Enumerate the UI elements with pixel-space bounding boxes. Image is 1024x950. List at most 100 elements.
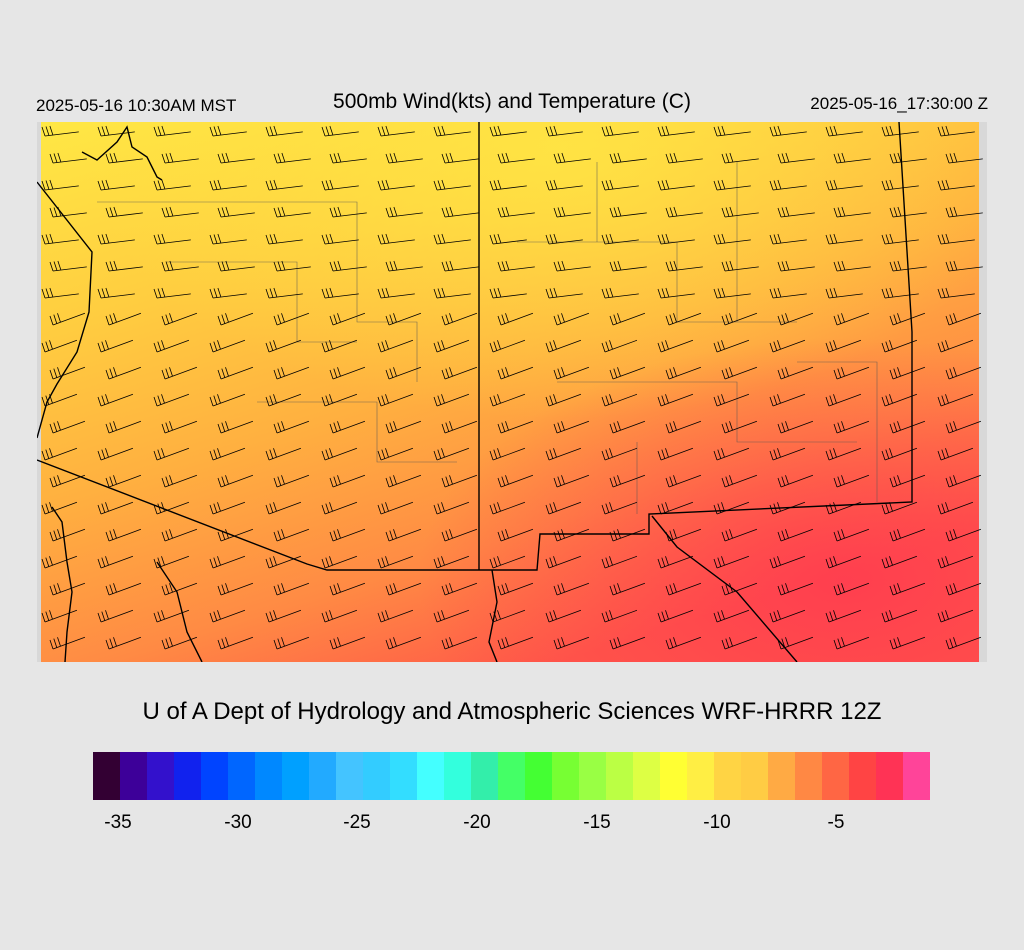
wind-barb — [945, 152, 983, 164]
wind-barb — [217, 312, 254, 326]
wind-barb — [329, 206, 367, 218]
colorbar-swatch — [417, 752, 444, 800]
wind-barb — [545, 233, 583, 245]
southern-california-border — [156, 561, 203, 662]
wind-barb — [945, 528, 982, 542]
wind-barb — [153, 555, 190, 569]
colorbar-label: -15 — [583, 812, 611, 833]
wind-barb — [545, 125, 583, 137]
wind-barb — [609, 474, 646, 488]
wind-barb — [825, 555, 862, 569]
colorbar-swatch — [822, 752, 849, 800]
mexico-border — [651, 515, 798, 662]
wind-barb — [161, 582, 198, 596]
wind-barb — [161, 420, 198, 434]
wind-barb — [497, 152, 535, 164]
county-lines — [97, 162, 878, 514]
wind-barb — [273, 260, 311, 272]
wind-barb — [153, 179, 191, 191]
wind-barb — [265, 501, 302, 515]
wind-barb — [321, 179, 359, 191]
wind-barb — [49, 582, 86, 596]
wind-barb — [545, 287, 583, 299]
wind-barb — [553, 582, 590, 596]
wind-barb — [601, 233, 639, 245]
wind-barb — [777, 152, 815, 164]
wind-barb — [609, 260, 647, 272]
wind-barb — [665, 420, 702, 434]
wind-barb — [881, 447, 918, 461]
colorbar-label: -5 — [827, 812, 845, 833]
colorbar-swatch — [255, 752, 282, 800]
wind-barb — [777, 582, 814, 596]
wind-barb — [497, 366, 534, 380]
colorbar-swatch — [390, 752, 417, 800]
wind-barb — [209, 501, 246, 515]
wind-barb — [489, 609, 526, 623]
wind-barb — [553, 420, 590, 434]
wind-barb — [377, 233, 415, 245]
utc-time-label: 2025-05-16_17:30:00 Z — [810, 94, 988, 113]
wind-barb — [657, 339, 694, 353]
wind-barb — [609, 206, 647, 218]
wind-barb — [601, 555, 638, 569]
wind-barb — [721, 366, 758, 380]
wind-barb — [161, 152, 199, 164]
wind-barb — [329, 152, 367, 164]
wind-barb — [713, 393, 750, 407]
wind-barb — [609, 312, 646, 326]
wind-barb — [545, 555, 582, 569]
wind-barb — [441, 420, 478, 434]
wind-barb — [41, 555, 78, 569]
wind-barb — [889, 528, 926, 542]
wind-barb — [161, 636, 198, 650]
colorbar-label: -10 — [703, 812, 731, 833]
wind-barb — [945, 474, 982, 488]
wind-barb — [153, 609, 190, 623]
wind-barb — [601, 287, 639, 299]
wind-barb — [433, 233, 471, 245]
wind-barb — [49, 528, 86, 542]
wind-barb — [161, 474, 198, 488]
colorbar-swatch — [228, 752, 255, 800]
wind-barb — [217, 474, 254, 488]
wind-barb — [377, 501, 414, 515]
colorbar-swatch — [768, 752, 795, 800]
state-borders — [37, 122, 913, 662]
wind-barb — [489, 555, 526, 569]
wind-barb — [713, 555, 750, 569]
wind-barb — [321, 555, 358, 569]
wind-barb — [441, 206, 479, 218]
wind-barb — [97, 179, 135, 191]
wind-barb — [97, 609, 134, 623]
northern-river — [81, 125, 163, 181]
wind-barb — [209, 555, 246, 569]
wind-barb — [937, 501, 974, 515]
wind-barb — [777, 366, 814, 380]
wind-barb — [937, 233, 975, 245]
wind-barb — [937, 179, 975, 191]
wind-barb — [713, 287, 751, 299]
wind-barb — [321, 233, 359, 245]
wind-barb — [377, 447, 414, 461]
wind-barb — [153, 501, 190, 515]
wind-barb — [273, 206, 311, 218]
wind-barb — [97, 447, 134, 461]
wind-barb — [777, 420, 814, 434]
wind-barb — [49, 366, 86, 380]
wind-barb — [377, 555, 414, 569]
wind-barb — [825, 609, 862, 623]
wind-barb — [713, 339, 750, 353]
wind-barb — [489, 501, 526, 515]
wind-barb — [657, 555, 694, 569]
wind-barb — [217, 260, 255, 272]
wind-barb — [489, 179, 527, 191]
wind-barb — [441, 312, 478, 326]
wind-barb — [265, 179, 303, 191]
wind-barb — [833, 474, 870, 488]
wind-barb — [105, 528, 142, 542]
wind-barb — [321, 339, 358, 353]
wind-barb — [721, 636, 758, 650]
wind-barb — [329, 528, 366, 542]
wind-barb — [209, 339, 246, 353]
